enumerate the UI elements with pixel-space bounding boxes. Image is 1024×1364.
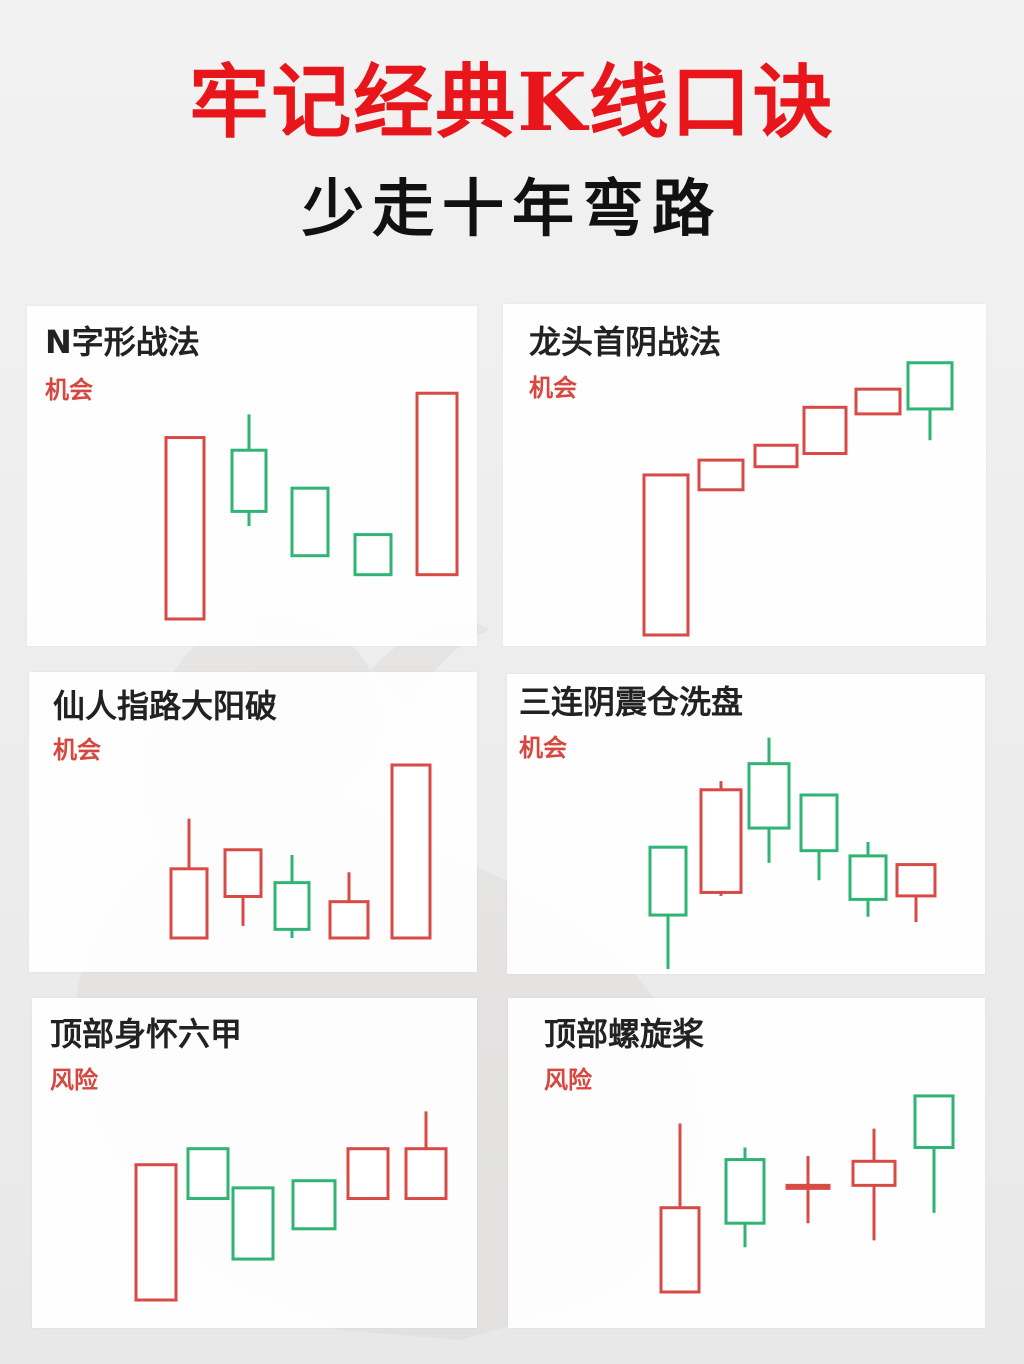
chart-tag: 机会	[529, 374, 577, 402]
candle-up	[699, 781, 743, 896]
candle-down	[648, 845, 688, 969]
candle-body	[404, 1147, 448, 1201]
candle-body	[186, 1147, 230, 1201]
chart-card-n-pattern: N字形战法 机会	[27, 306, 477, 646]
candle-body	[164, 436, 206, 621]
candlestick-chart	[164, 391, 459, 621]
candle-up	[134, 1163, 178, 1302]
candle-body	[390, 763, 432, 940]
candle-body	[642, 473, 690, 637]
candle-body	[415, 391, 459, 577]
candle-body	[906, 361, 954, 411]
candle-up	[854, 387, 902, 416]
candlestick-chart	[648, 737, 937, 969]
candle-body	[747, 762, 791, 830]
candle-up	[346, 1147, 390, 1201]
candle-body	[753, 443, 799, 469]
candle-up	[415, 391, 459, 577]
chart-card-immortal-guide: 仙人指路大阳破 机会	[29, 672, 477, 972]
candle-body	[724, 1158, 766, 1225]
chart-tag: 机会	[53, 736, 101, 764]
candle-body	[230, 448, 268, 513]
candle-up	[659, 1123, 701, 1294]
candle-body	[854, 387, 902, 416]
candle-up	[169, 818, 209, 940]
chart-title: 三连阴震仓洗盘	[519, 683, 744, 721]
candle-body	[895, 863, 937, 898]
candle-body	[648, 845, 688, 917]
candle-body	[659, 1206, 701, 1294]
chart-card-top-propeller: 顶部螺旋桨 风险	[508, 998, 985, 1328]
candle-up	[697, 458, 745, 492]
chart-card-top-pregnant: 顶部身怀六甲 风险	[32, 998, 477, 1328]
candle-up	[851, 1128, 897, 1241]
candle-body	[851, 1159, 897, 1187]
page-title: 牢记经典K线口诀	[189, 55, 835, 149]
candle-down	[231, 1186, 275, 1261]
candle-body	[328, 900, 370, 940]
chart-title: 顶部螺旋桨	[544, 1015, 705, 1053]
candle-down	[747, 737, 791, 863]
candle-down	[353, 533, 393, 577]
candle-up	[642, 473, 690, 637]
chart-tag: 风险	[544, 1066, 592, 1094]
candle-body	[346, 1147, 390, 1201]
candle-body	[799, 793, 839, 853]
candle-body	[697, 458, 745, 492]
candle-down	[906, 361, 954, 441]
candle-down	[186, 1147, 230, 1201]
candle-body	[785, 1183, 831, 1190]
chart-tag: 风险	[50, 1066, 98, 1094]
candlestick-chart	[642, 361, 954, 637]
candle-body	[353, 533, 393, 577]
chart-title: 顶部身怀六甲	[50, 1015, 243, 1053]
candle-body	[223, 848, 263, 898]
candle-down	[799, 793, 839, 881]
candle-body	[848, 854, 888, 901]
candle-up	[390, 763, 432, 940]
candle-up	[753, 443, 799, 469]
chart-tag: 机会	[519, 734, 567, 762]
candle-down	[848, 841, 888, 917]
page-subtitle: 少走十年弯路	[301, 172, 722, 245]
candle-body	[291, 1179, 337, 1231]
candle-up	[328, 872, 370, 940]
candle-up	[802, 405, 848, 456]
candle-down	[291, 1179, 337, 1231]
candle-down	[273, 854, 311, 938]
candlestick-chart	[134, 1111, 448, 1302]
candle-body	[231, 1186, 275, 1261]
candle-body	[802, 405, 848, 456]
candle-down	[290, 486, 330, 558]
candle-body	[134, 1163, 178, 1302]
candle-down	[724, 1147, 766, 1248]
candlestick-chart	[169, 763, 432, 940]
candle-body	[913, 1094, 955, 1150]
chart-tag: 机会	[45, 376, 93, 404]
candle-body	[273, 881, 311, 931]
candle-up	[895, 863, 937, 923]
chart-title: N字形战法	[45, 323, 200, 361]
candle-down	[913, 1094, 955, 1213]
candle-up	[164, 436, 206, 621]
chart-card-three-down-wash: 三连阴震仓洗盘 机会	[507, 674, 985, 974]
candle-body	[290, 486, 330, 558]
chart-card-leader-first-down: 龙头首阴战法 机会	[503, 304, 986, 646]
candle-body	[699, 788, 743, 894]
candle-body	[169, 867, 209, 940]
candle-up	[404, 1111, 448, 1201]
candle-down	[230, 414, 268, 527]
candle-up	[785, 1156, 831, 1224]
candlestick-chart	[659, 1094, 955, 1294]
chart-title: 龙头首阴战法	[529, 323, 722, 361]
candle-up	[223, 848, 263, 926]
chart-title: 仙人指路大阳破	[53, 687, 278, 725]
